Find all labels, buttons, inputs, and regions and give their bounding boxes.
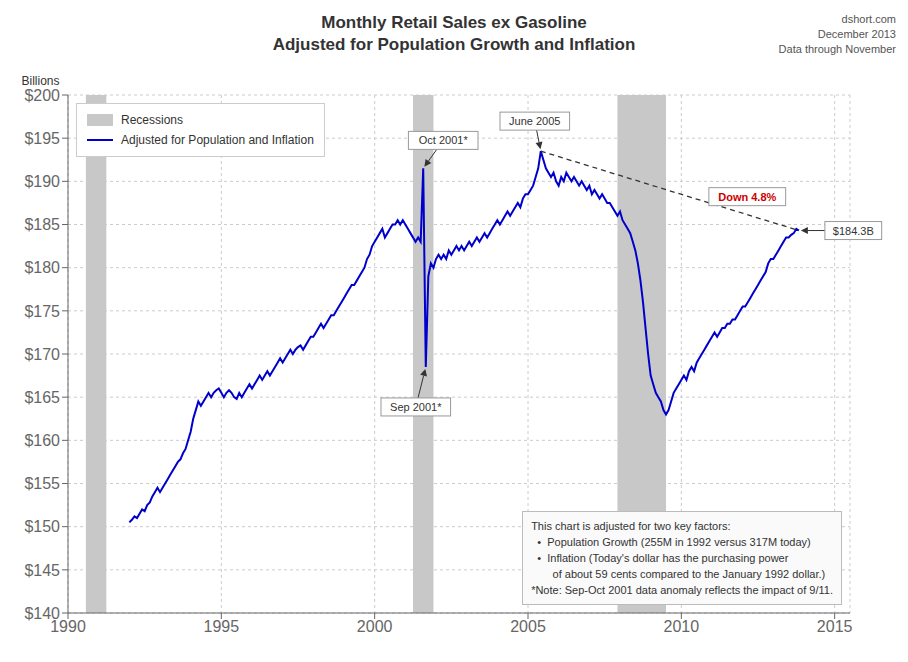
html-text:December 2013: December 2013 xyxy=(817,28,896,40)
svg-text:$190: $190 xyxy=(24,173,60,190)
svg-text:$165: $165 xyxy=(24,389,60,406)
svg-text:$180: $180 xyxy=(24,259,60,276)
svg-text:$175: $175 xyxy=(24,303,60,320)
html-text:Data through November: Data through November xyxy=(778,43,896,55)
svg-text:$140: $140 xyxy=(24,605,60,622)
html-text:Adjusted for Population and In: Adjusted for Population and Inflation xyxy=(121,133,314,147)
svg-text:2005: 2005 xyxy=(510,618,546,635)
svg-text:$200: $200 xyxy=(24,87,60,104)
html-text:*Note: Sep-Oct 2001 data anoma: *Note: Sep-Oct 2001 data anomaly reflect… xyxy=(531,584,833,596)
html-text:Adjusted for Population Growth: Adjusted for Population Growth and Infla… xyxy=(272,35,636,54)
svg-text:2015: 2015 xyxy=(817,618,853,635)
svg-text:$150: $150 xyxy=(24,518,60,535)
svg-text:Down 4.8%: Down 4.8% xyxy=(718,191,776,203)
svg-text:Oct 2001*: Oct 2001* xyxy=(419,134,469,146)
svg-text:1990: 1990 xyxy=(50,618,86,636)
html-text:of about 59 cents compared to: of about 59 cents compared to the Januar… xyxy=(531,568,826,580)
svg-text:$160: $160 xyxy=(24,432,60,449)
svg-text:1995: 1995 xyxy=(204,618,240,635)
svg-text:$184.3B: $184.3B xyxy=(833,225,874,237)
svg-text:June 2005: June 2005 xyxy=(509,115,560,127)
svg-text:$155: $155 xyxy=(24,475,60,492)
svg-text:2000: 2000 xyxy=(357,618,393,635)
svg-text:$170: $170 xyxy=(24,346,60,363)
svg-text:$185: $185 xyxy=(24,216,60,233)
html-text:Monthly Retail Sales ex Gasoli: Monthly Retail Sales ex Gasoline xyxy=(321,13,587,32)
html-text:dshort.com: dshort.com xyxy=(841,13,896,25)
svg-text:2010: 2010 xyxy=(664,618,700,635)
html-text:This chart is adjusted for two: This chart is adjusted for two key facto… xyxy=(531,520,731,532)
html-text:Recessions: Recessions xyxy=(121,113,183,127)
svg-text:Sep 2001*: Sep 2001* xyxy=(390,401,442,413)
html-text:• Population Growth (255M in 1: • Population Growth (255M in 1992 versus… xyxy=(531,536,811,548)
svg-text:$195: $195 xyxy=(24,130,60,147)
svg-text:$145: $145 xyxy=(24,562,60,579)
svg-text:Billions: Billions xyxy=(21,74,59,88)
html-text:• Inflation (Today's dollar ha: • Inflation (Today's dollar has the purc… xyxy=(531,552,789,564)
